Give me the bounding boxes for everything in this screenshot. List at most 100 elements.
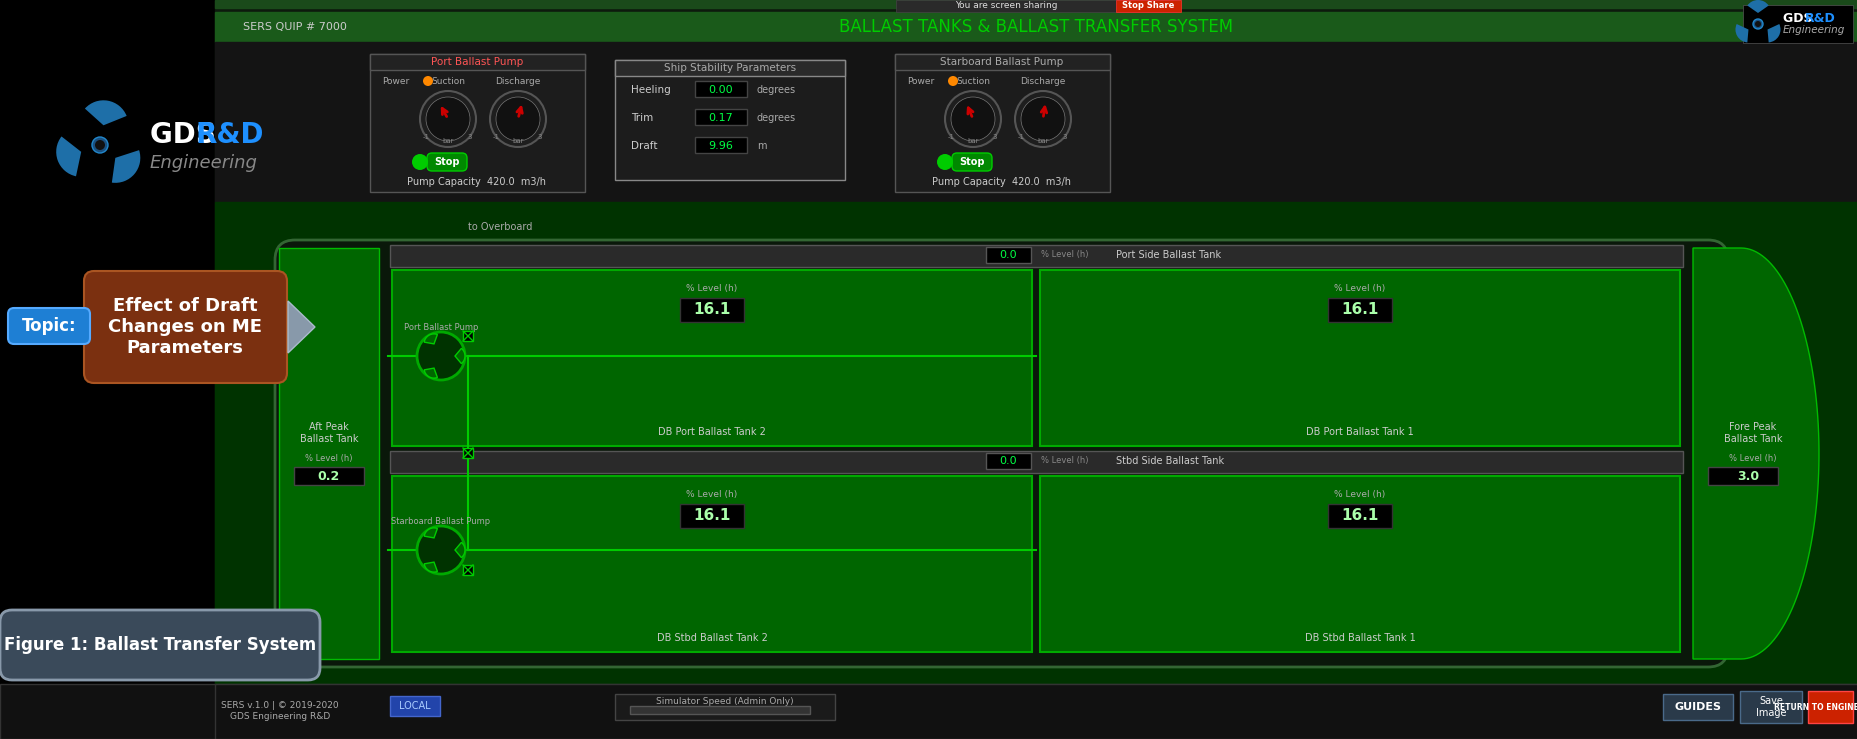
Text: SERS v.1.0 | © 2019-2020
GDS Engineering R&D: SERS v.1.0 | © 2019-2020 GDS Engineering… [221,701,338,721]
Text: degrees: degrees [756,85,795,95]
Circle shape [95,140,106,150]
Text: Starboard Ballast Pump: Starboard Ballast Pump [392,517,490,526]
Bar [392,476,1031,652]
Text: Ship Stability Parameters: Ship Stability Parameters [663,63,795,73]
Text: DB Port Ballast Tank 2: DB Port Ballast Tank 2 [657,427,765,437]
Text: Suction: Suction [431,78,464,86]
Circle shape [93,137,108,153]
Polygon shape [288,301,316,353]
Text: Save
Image: Save Image [1755,696,1785,718]
Circle shape [1021,97,1064,141]
Bar [1742,5,1851,43]
Circle shape [425,97,470,141]
Circle shape [947,76,958,86]
Bar [1807,691,1851,723]
Text: % Level (h): % Level (h) [1040,457,1088,466]
Text: Starboard Ballast Pump: Starboard Ballast Pump [940,57,1062,67]
Text: 16.1: 16.1 [1341,302,1378,318]
Bar [215,684,1857,739]
Text: -1: -1 [1018,134,1023,140]
Text: Draft: Draft [631,141,657,151]
Bar [695,81,747,97]
Wedge shape [1746,0,1768,13]
Text: 0.17: 0.17 [708,113,734,123]
Text: 3.0: 3.0 [1736,469,1759,483]
Text: Topic:: Topic: [22,317,76,335]
Wedge shape [56,137,82,177]
Bar [9,320,89,330]
Bar [383,245,498,662]
Text: 3: 3 [992,134,997,140]
FancyBboxPatch shape [84,271,286,383]
Text: % Level (h): % Level (h) [1040,251,1088,259]
Bar [986,247,1031,263]
Text: SERS QUIP # 7000: SERS QUIP # 7000 [243,22,347,32]
Text: Suction: Suction [956,78,990,86]
Text: 3: 3 [468,134,472,140]
Bar [695,137,747,153]
Text: Power: Power [383,78,409,86]
Text: R&D: R&D [195,121,264,149]
Circle shape [490,91,546,147]
Text: % Level (h): % Level (h) [305,454,353,463]
Bar [1116,0,1181,12]
Bar [895,0,1175,12]
Bar [370,54,585,192]
Bar [1040,270,1679,446]
Circle shape [1014,91,1070,147]
Bar [986,453,1031,469]
Circle shape [496,97,540,141]
Text: Pump Capacity  420.0  m3/h: Pump Capacity 420.0 m3/h [932,177,1071,187]
Wedge shape [423,368,436,378]
Bar [215,202,1857,739]
Text: Aft Peak
Ballast Tank: Aft Peak Ballast Tank [299,422,358,444]
Text: You are screen sharing: You are screen sharing [954,1,1057,10]
Bar [1662,694,1733,720]
Bar [1040,476,1679,652]
Text: % Level (h): % Level (h) [1333,489,1385,499]
Wedge shape [455,348,464,364]
Bar [1328,504,1391,528]
Text: % Level (h): % Level (h) [1729,454,1775,463]
Bar [615,694,834,720]
Text: 0.0: 0.0 [999,456,1016,466]
Text: Power: Power [906,78,934,86]
Text: GDS: GDS [1783,12,1816,24]
Text: Stbd Side Ballast Tank: Stbd Side Ballast Tank [1116,456,1224,466]
Text: Effect of Draft
Changes on ME
Parameters: Effect of Draft Changes on ME Parameters [108,297,262,357]
Text: Discharge: Discharge [1019,78,1066,86]
Polygon shape [1692,248,1818,659]
Bar [392,270,1031,446]
Wedge shape [423,528,436,538]
Text: Port Ballast Pump: Port Ballast Pump [403,324,477,333]
Text: -1: -1 [947,134,954,140]
Text: to Overboard: to Overboard [468,222,531,232]
Circle shape [423,76,433,86]
Bar [630,706,810,714]
Bar [615,60,845,180]
Bar [615,60,845,76]
Text: % Level (h): % Level (h) [685,489,737,499]
Bar [680,298,743,322]
FancyBboxPatch shape [7,308,89,344]
Text: LOCAL: LOCAL [399,701,431,711]
Text: 0.00: 0.00 [708,85,734,95]
FancyBboxPatch shape [275,240,1727,667]
Text: Port Side Ballast Tank: Port Side Ballast Tank [1116,250,1220,260]
Text: 3: 3 [1062,134,1066,140]
Text: Fore Peak
Ballast Tank: Fore Peak Ballast Tank [1723,422,1781,444]
Bar [895,54,1109,70]
Circle shape [416,332,464,380]
Text: 9.96: 9.96 [708,141,734,151]
Text: -1: -1 [422,134,429,140]
Text: Engineering: Engineering [150,154,258,172]
Text: bar: bar [513,138,524,144]
Text: 0.0: 0.0 [999,250,1016,260]
Text: GDS: GDS [150,121,225,149]
Text: bar: bar [442,138,453,144]
Circle shape [416,526,464,574]
Text: Figure 1: Ballast Transfer System: Figure 1: Ballast Transfer System [4,636,316,654]
Bar [370,54,585,70]
Bar [462,448,474,458]
Bar [215,12,1857,42]
